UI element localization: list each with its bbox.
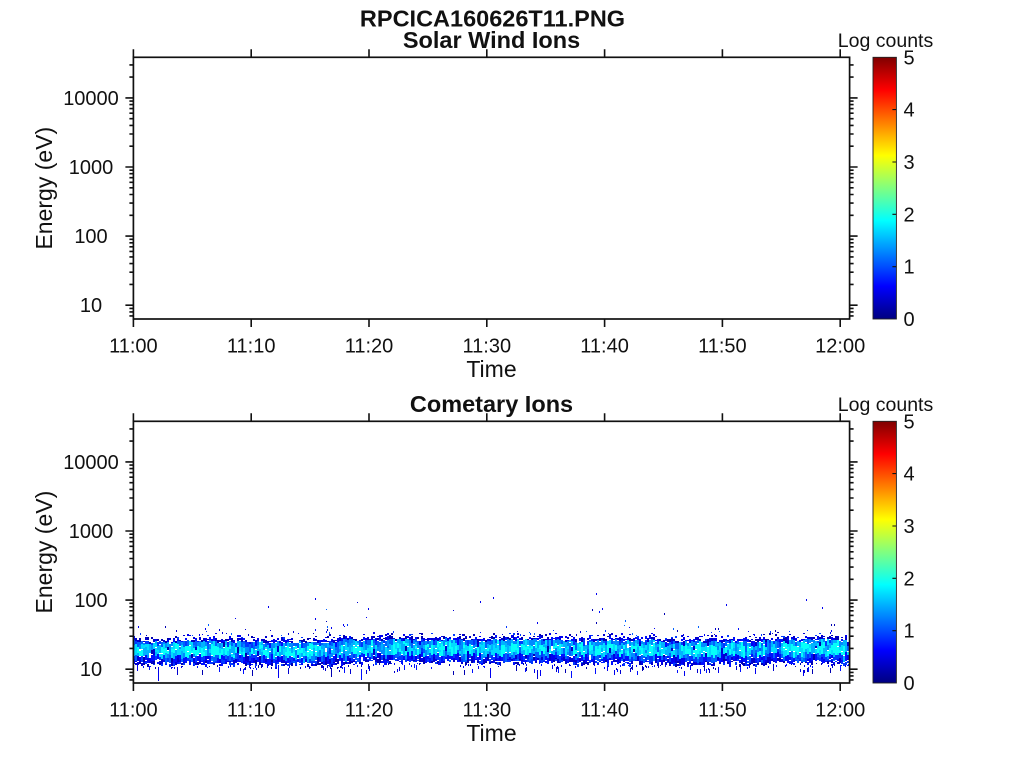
svg-text:12:00: 12:00	[815, 336, 865, 358]
svg-text:11:00: 11:00	[109, 336, 158, 358]
svg-text:10: 10	[80, 295, 102, 317]
svg-text:11:40: 11:40	[580, 336, 629, 358]
svg-text:11:30: 11:30	[463, 700, 512, 722]
svg-text:11:40: 11:40	[580, 700, 629, 722]
svg-text:3: 3	[904, 516, 915, 538]
svg-text:12:00: 12:00	[815, 700, 865, 722]
svg-text:Time: Time	[466, 720, 516, 746]
svg-text:11:10: 11:10	[227, 336, 276, 358]
svg-text:100: 100	[74, 226, 107, 248]
svg-text:Energy (eV): Energy (eV)	[31, 491, 57, 614]
svg-text:2: 2	[904, 568, 915, 590]
svg-text:10000: 10000	[63, 452, 119, 474]
svg-text:11:20: 11:20	[345, 336, 394, 358]
svg-text:10: 10	[80, 659, 102, 681]
svg-text:5: 5	[904, 411, 915, 433]
svg-text:Log counts: Log counts	[838, 394, 934, 416]
svg-text:1000: 1000	[69, 157, 114, 179]
svg-text:Log counts: Log counts	[838, 30, 934, 52]
svg-text:Time: Time	[466, 356, 516, 382]
svg-text:RPCICA160626T11.PNG: RPCICA160626T11.PNG	[360, 6, 625, 32]
svg-text:5: 5	[904, 47, 915, 69]
svg-text:11:20: 11:20	[345, 700, 394, 722]
svg-text:Energy (eV): Energy (eV)	[31, 127, 57, 250]
svg-text:11:10: 11:10	[227, 700, 276, 722]
svg-text:2: 2	[904, 204, 915, 226]
svg-text:4: 4	[904, 464, 915, 486]
svg-text:11:30: 11:30	[463, 336, 512, 358]
svg-text:1000: 1000	[69, 521, 114, 543]
svg-text:1: 1	[904, 621, 915, 643]
svg-text:11:50: 11:50	[698, 336, 747, 358]
svg-text:Solar Wind Ions: Solar Wind Ions	[403, 27, 580, 53]
svg-text:1: 1	[904, 257, 915, 279]
svg-text:11:50: 11:50	[698, 700, 747, 722]
svg-text:Cometary Ions: Cometary Ions	[410, 391, 573, 417]
svg-text:0: 0	[904, 673, 915, 695]
svg-text:4: 4	[904, 100, 915, 122]
svg-text:100: 100	[74, 590, 107, 612]
svg-text:10000: 10000	[63, 88, 119, 110]
svg-text:0: 0	[904, 309, 915, 331]
svg-text:11:00: 11:00	[109, 700, 158, 722]
svg-text:3: 3	[904, 152, 915, 174]
